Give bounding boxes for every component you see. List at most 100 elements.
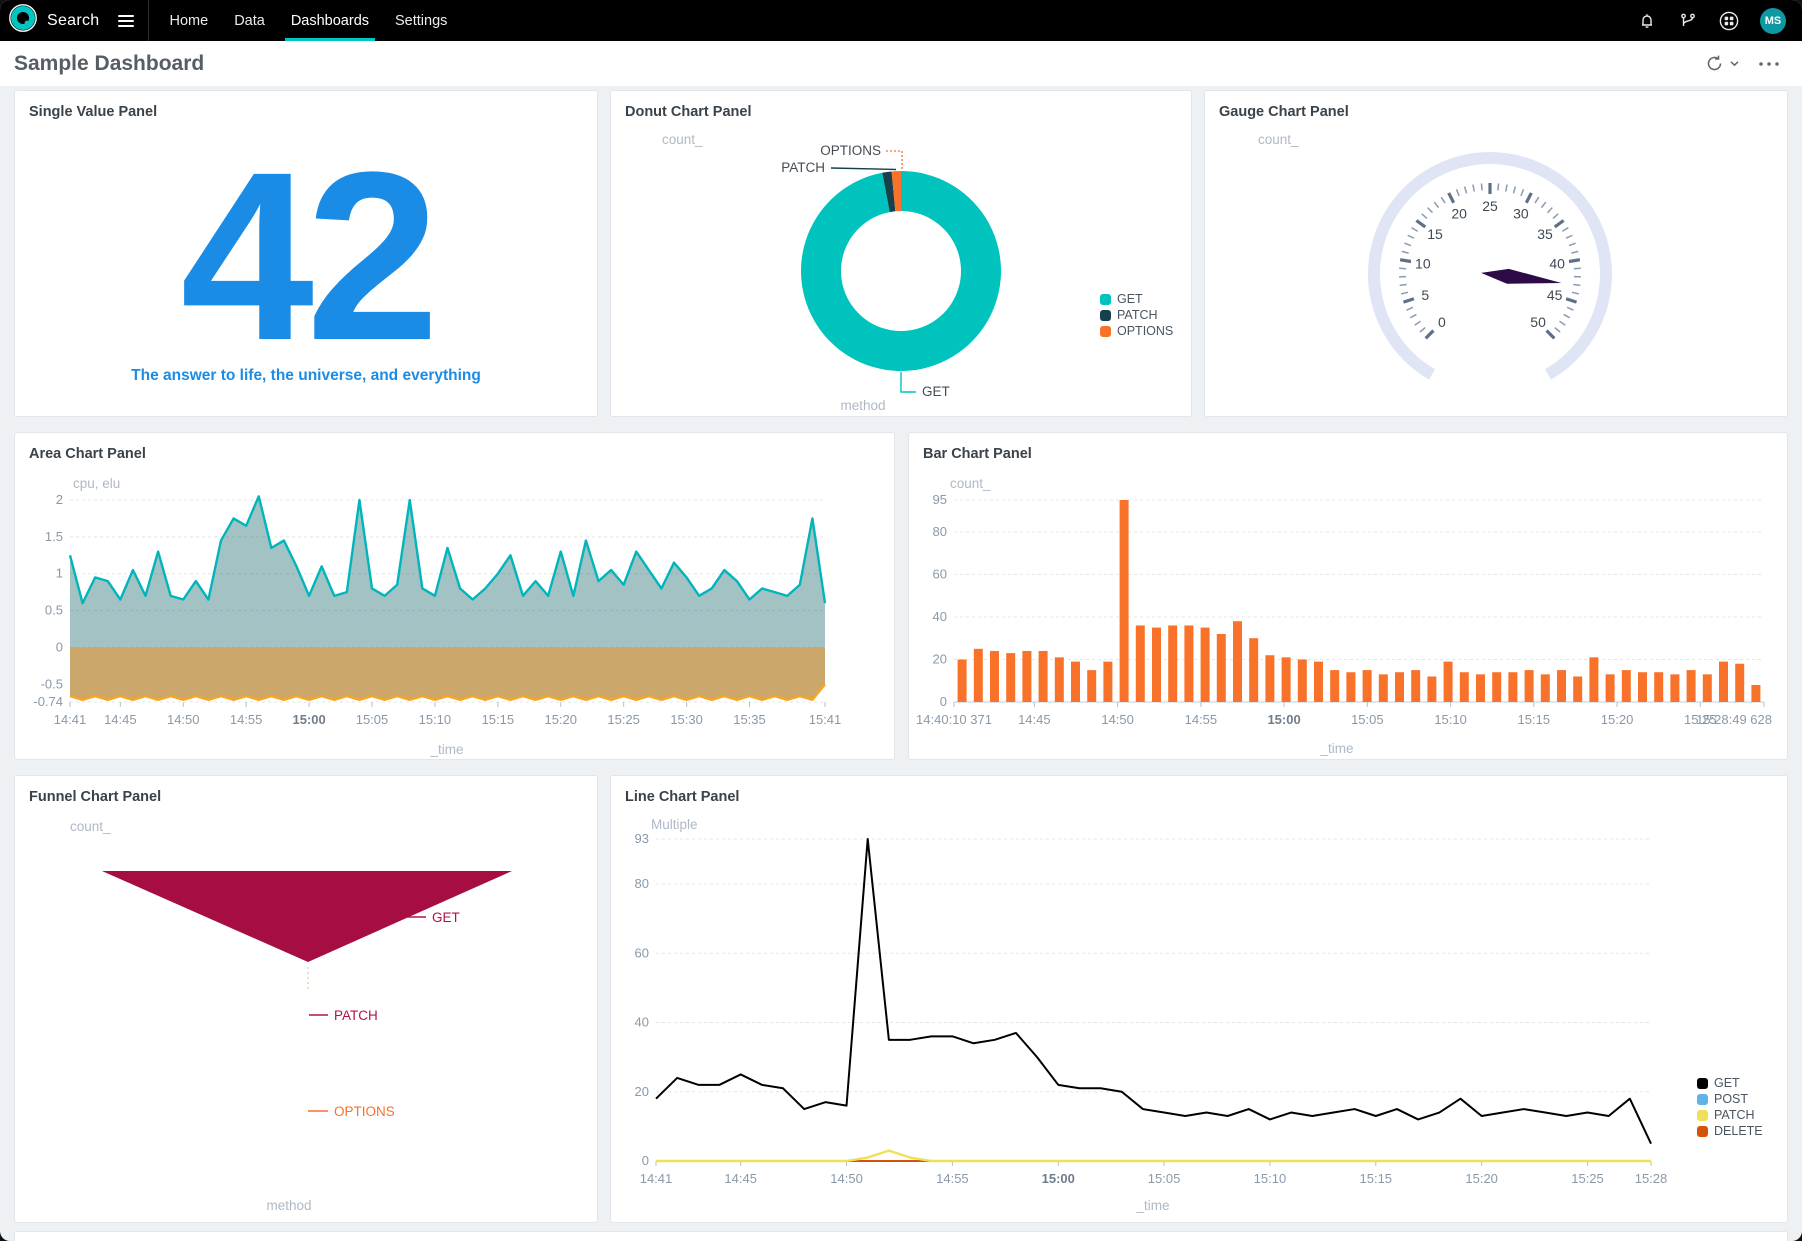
brand-logo-icon xyxy=(8,3,38,38)
panel-title: Area Chart Panel xyxy=(29,446,146,462)
dashboard-header: Sample Dashboard xyxy=(0,41,1802,86)
svg-text:80: 80 xyxy=(933,524,947,539)
nav-item-dashboards[interactable]: Dashboards xyxy=(284,0,376,41)
panel-title: Funnel Chart Panel xyxy=(29,789,162,805)
svg-text:50: 50 xyxy=(1530,314,1546,330)
svg-text:PATCH: PATCH xyxy=(781,160,825,175)
bar-chart-panel: Bar Chart Panel 0 20 40 60 80 95 14:40:10 371 1… xyxy=(908,432,1788,760)
svg-text:14:45: 14:45 xyxy=(104,712,137,727)
refresh-icon[interactable] xyxy=(1705,54,1724,73)
svg-text:15:15: 15:15 xyxy=(482,712,515,727)
svg-text:Multiple: Multiple xyxy=(651,817,698,832)
svg-text:2: 2 xyxy=(56,492,63,507)
page-title: Sample Dashboard xyxy=(14,51,205,75)
svg-text:15:05: 15:05 xyxy=(356,712,389,727)
svg-text:15:00: 15:00 xyxy=(1042,1171,1075,1186)
svg-text:15:28:49 628: 15:28:49 628 xyxy=(1696,712,1772,727)
svg-text:GET: GET xyxy=(432,910,460,925)
svg-text:20: 20 xyxy=(635,1084,649,1099)
svg-text:80: 80 xyxy=(635,876,649,891)
svg-text:93: 93 xyxy=(635,831,649,846)
svg-text:PATCH: PATCH xyxy=(334,1008,378,1023)
svg-text:OPTIONS: OPTIONS xyxy=(820,143,881,158)
svg-text:14:45: 14:45 xyxy=(1018,712,1051,727)
svg-text:35: 35 xyxy=(1537,226,1553,242)
svg-text:0: 0 xyxy=(56,639,63,654)
svg-text:15:10: 15:10 xyxy=(1434,712,1467,727)
svg-text:count_: count_ xyxy=(950,476,991,491)
svg-text:15:05: 15:05 xyxy=(1148,1171,1181,1186)
svg-text:15:20: 15:20 xyxy=(544,712,577,727)
svg-text:0.5: 0.5 xyxy=(45,603,63,618)
line-chart-panel: Line Chart Panel 0 20 40 60 80 93 14:41 14:45 14… xyxy=(610,775,1788,1223)
gauge-chart-panel: Gauge Chart Panel 0 5 10 15 20 25 30 35 40 45 50 co… xyxy=(1204,90,1788,417)
svg-text:14:55: 14:55 xyxy=(936,1171,969,1186)
svg-text:15:28: 15:28 xyxy=(1635,1171,1668,1186)
svg-text:60: 60 xyxy=(635,945,649,960)
svg-text:15:25: 15:25 xyxy=(1684,712,1717,727)
avatar[interactable]: MS xyxy=(1760,7,1786,34)
area-chart-panel: Area Chart Panel 2 1.5 1 0.5 0 -0.5 -0.74 14:41… xyxy=(14,432,895,760)
svg-text:15:41: 15:41 xyxy=(809,712,842,727)
svg-text:20: 20 xyxy=(933,651,947,666)
nav-item-settings[interactable]: Settings xyxy=(395,12,448,29)
svg-text:OPTIONS: OPTIONS xyxy=(334,1104,395,1119)
gauge-chart: 0 5 10 15 20 25 30 35 40 45 50 count_ xyxy=(1205,91,1787,416)
svg-text:15:00: 15:00 xyxy=(1267,712,1300,727)
svg-text:_time: _time xyxy=(429,742,463,757)
svg-text:20: 20 xyxy=(1451,205,1467,221)
panel-title: Single Value Panel xyxy=(29,104,158,120)
svg-text:14:40:10 371: 14:40:10 371 xyxy=(916,712,992,727)
svg-text:14:41: 14:41 xyxy=(640,1171,673,1186)
apps-grid-icon[interactable] xyxy=(1719,11,1739,31)
svg-text:14:50: 14:50 xyxy=(830,1171,863,1186)
svg-text:10: 10 xyxy=(1415,255,1431,271)
svg-text:40: 40 xyxy=(1549,255,1565,271)
svg-text:_time: _time xyxy=(1135,1198,1169,1213)
brand-name: Search xyxy=(47,11,100,29)
notifications-bell-icon[interactable] xyxy=(1637,11,1657,31)
svg-text:40: 40 xyxy=(933,609,947,624)
svg-text:15:15: 15:15 xyxy=(1518,712,1551,727)
app-logo[interactable]: Search xyxy=(8,3,100,38)
main-nav: Home Data Dashboards Settings xyxy=(157,0,461,41)
panel-title: Donut Chart Panel xyxy=(625,104,752,120)
topbar-divider xyxy=(147,0,149,41)
svg-text:15:05: 15:05 xyxy=(1351,712,1384,727)
nav-item-home[interactable]: Home xyxy=(169,12,209,29)
svg-text:15:20: 15:20 xyxy=(1601,712,1634,727)
donut-chart-panel: Donut Chart Panel OPTIONS PATCH GET count_ m… xyxy=(610,90,1192,417)
hamburger-menu-icon[interactable] xyxy=(117,14,134,27)
svg-text:-0.5: -0.5 xyxy=(41,676,63,691)
chart-legend: GET PATCH OPTIONS xyxy=(1100,291,1173,339)
svg-text:-0.74: -0.74 xyxy=(33,694,63,709)
svg-text:1.5: 1.5 xyxy=(45,529,63,544)
svg-text:0: 0 xyxy=(940,694,947,709)
next-panel-edge xyxy=(14,1231,1788,1241)
donut-chart: OPTIONS PATCH GET count_ method GET PATCH OPTIO… xyxy=(611,91,1191,416)
svg-text:15:25: 15:25 xyxy=(1571,1171,1604,1186)
pipeline-branch-icon[interactable] xyxy=(1678,11,1698,31)
chevron-down-icon[interactable] xyxy=(1729,58,1740,69)
nav-item-data[interactable]: Data xyxy=(234,12,265,29)
svg-text:0: 0 xyxy=(642,1153,649,1168)
svg-text:15:30: 15:30 xyxy=(670,712,703,727)
svg-text:14:50: 14:50 xyxy=(1101,712,1134,727)
single-value-panel: Single Value Panel 42 The answer to life… xyxy=(14,90,598,417)
single-value-caption: The answer to life, the universe, and ev… xyxy=(131,367,481,384)
svg-text:15:25: 15:25 xyxy=(607,712,640,727)
svg-text:14:55: 14:55 xyxy=(1185,712,1218,727)
svg-text:count_: count_ xyxy=(662,132,703,147)
chart-legend: GET POST PATCH DELETE xyxy=(1697,1075,1763,1139)
svg-text:_time: _time xyxy=(1319,741,1353,756)
svg-text:14:45: 14:45 xyxy=(724,1171,757,1186)
svg-text:14:50: 14:50 xyxy=(167,712,200,727)
svg-text:15:00: 15:00 xyxy=(292,712,325,727)
svg-text:45: 45 xyxy=(1547,287,1563,303)
svg-text:95: 95 xyxy=(933,492,947,507)
svg-text:15:20: 15:20 xyxy=(1465,1171,1498,1186)
more-icon[interactable] xyxy=(1758,61,1780,67)
panel-title: Gauge Chart Panel xyxy=(1219,104,1349,120)
svg-text:5: 5 xyxy=(1421,287,1429,303)
